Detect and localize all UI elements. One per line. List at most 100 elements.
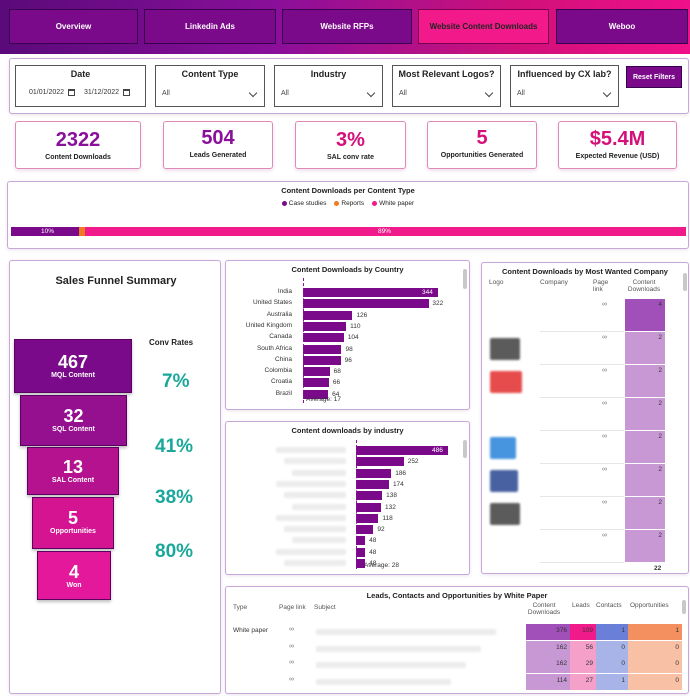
country-bar[interactable] bbox=[303, 355, 341, 365]
bar-segment-reports[interactable] bbox=[78, 227, 86, 236]
col-header-leads[interactable]: Leads bbox=[572, 602, 590, 609]
tab-website-rfps[interactable]: Website RFPs bbox=[282, 9, 412, 44]
col-header-logo[interactable]: Logo bbox=[489, 279, 504, 286]
link-icon[interactable]: ∞ bbox=[602, 400, 607, 407]
industry-value: 486 bbox=[432, 447, 443, 454]
link-icon[interactable]: ∞ bbox=[602, 433, 607, 440]
funnel-stage-sal[interactable]: 13 SAL Content bbox=[27, 447, 119, 495]
country-bar[interactable] bbox=[303, 321, 347, 331]
chevron-down-icon[interactable] bbox=[366, 88, 376, 98]
col-header-subject[interactable]: Subject bbox=[314, 604, 336, 611]
calendar-icon[interactable] bbox=[123, 89, 130, 96]
link-icon[interactable]: ∞ bbox=[602, 301, 607, 308]
country-bar[interactable] bbox=[303, 389, 329, 399]
country-label: China bbox=[275, 355, 292, 363]
scrollbar[interactable] bbox=[683, 273, 687, 291]
country-value: 96 bbox=[344, 356, 352, 364]
bar-segment-white-paper[interactable] bbox=[85, 227, 686, 236]
chevron-down-icon[interactable] bbox=[484, 88, 494, 98]
date-from-input[interactable]: 01/01/2022 bbox=[29, 89, 65, 96]
industry-filter[interactable]: Industry All bbox=[274, 65, 383, 107]
industry-bar[interactable] bbox=[356, 525, 374, 535]
country-bar[interactable] bbox=[303, 367, 330, 377]
bar-segment-case-studies[interactable] bbox=[11, 227, 79, 236]
scrollbar[interactable] bbox=[463, 440, 467, 458]
logos-select[interactable]: All bbox=[399, 90, 407, 97]
funnel-stage-mql[interactable]: 467 MQL Content bbox=[14, 339, 132, 393]
industry-select[interactable]: All bbox=[281, 90, 289, 97]
link-icon[interactable]: ∞ bbox=[602, 367, 607, 374]
link-icon[interactable]: ∞ bbox=[602, 499, 607, 506]
industry-label-redacted bbox=[292, 537, 346, 544]
industry-bar[interactable] bbox=[356, 502, 381, 512]
link-icon[interactable]: ∞ bbox=[289, 659, 294, 666]
scrollbar[interactable] bbox=[682, 600, 686, 614]
link-icon[interactable]: ∞ bbox=[602, 334, 607, 341]
bar-label-case-studies: 10% bbox=[41, 228, 55, 235]
company-logo bbox=[490, 338, 520, 360]
country-bar[interactable] bbox=[303, 288, 438, 297]
industry-bar[interactable] bbox=[356, 513, 379, 523]
col-header-content-downloads[interactable]: Content Downloads bbox=[527, 602, 561, 616]
col-header-content-downloads[interactable]: Content Downloads bbox=[627, 279, 661, 293]
industry-bar[interactable] bbox=[356, 468, 392, 478]
opportunities-cell: 0 bbox=[628, 673, 682, 690]
funnel-value: 467 bbox=[57, 352, 89, 372]
country-bar[interactable] bbox=[303, 344, 342, 354]
white-paper-table: Leads, Contacts and Opportunities by Whi… bbox=[225, 586, 689, 694]
date-to-input[interactable]: 31/12/2022 bbox=[84, 89, 120, 96]
industry-bar[interactable] bbox=[356, 536, 366, 546]
table-total: 22 bbox=[654, 565, 662, 572]
industry-value: 174 bbox=[392, 480, 404, 488]
legend-item-white-paper[interactable]: White paper bbox=[372, 200, 414, 207]
col-header-page-link[interactable]: Page link bbox=[279, 604, 306, 611]
industry-bar[interactable] bbox=[356, 457, 404, 467]
col-header-opportunities[interactable]: Opportunities bbox=[630, 602, 669, 609]
funnel-stage-won[interactable]: 4 Won bbox=[37, 551, 111, 600]
industry-bar[interactable] bbox=[356, 479, 389, 489]
kpi-value: 504 bbox=[201, 127, 235, 149]
country-bar[interactable] bbox=[303, 333, 344, 343]
col-header-type[interactable]: Type bbox=[233, 604, 248, 611]
link-icon[interactable]: ∞ bbox=[289, 642, 294, 650]
link-icon[interactable]: ∞ bbox=[289, 626, 294, 633]
legend-item-case-studies[interactable]: Case studies bbox=[281, 200, 326, 207]
tab-linkedin-ads[interactable]: Linkedin Ads bbox=[144, 9, 276, 44]
country-bar[interactable] bbox=[303, 299, 430, 309]
tab-website-content-downloads[interactable]: Website Content Downloads bbox=[418, 9, 549, 44]
content-type-select[interactable]: All bbox=[162, 90, 170, 97]
funnel-stage-opportunities[interactable]: 5 Opportunities bbox=[32, 497, 114, 549]
scrollbar[interactable] bbox=[463, 269, 467, 289]
country-bar[interactable] bbox=[303, 378, 329, 388]
conv-rates-title: Conv Rates bbox=[149, 338, 194, 347]
cx-lab-select[interactable]: All bbox=[517, 90, 525, 97]
col-header-contacts[interactable]: Contacts bbox=[596, 602, 622, 609]
average-label: Average: 17 bbox=[306, 396, 341, 403]
funnel-stage-sql[interactable]: 32 SQL Content bbox=[20, 395, 127, 446]
tab-weboo[interactable]: Weboo bbox=[556, 9, 688, 44]
logos-filter[interactable]: Most Relevant Logos? All bbox=[392, 65, 501, 107]
chevron-down-icon[interactable] bbox=[602, 88, 612, 98]
col-header-page-link[interactable]: Page link bbox=[593, 279, 609, 293]
col-header-company[interactable]: Company bbox=[540, 279, 568, 286]
row-divider bbox=[540, 397, 624, 398]
industry-bar[interactable] bbox=[356, 491, 383, 501]
reset-filters-button[interactable]: Reset Filters bbox=[626, 66, 682, 88]
tab-overview[interactable]: Overview bbox=[9, 9, 138, 44]
link-icon[interactable]: ∞ bbox=[602, 466, 607, 473]
content-type-filter[interactable]: Content Type All bbox=[155, 65, 265, 107]
link-icon[interactable]: ∞ bbox=[602, 532, 607, 539]
country-label: India bbox=[277, 288, 292, 295]
leads-cell: 56 bbox=[570, 640, 596, 657]
calendar-icon[interactable] bbox=[68, 89, 75, 96]
legend-item-reports[interactable]: Reports bbox=[334, 200, 364, 207]
cx-lab-filter[interactable]: Influenced by CX lab? All bbox=[510, 65, 619, 107]
industry-bar[interactable] bbox=[356, 559, 366, 568]
industry-bar[interactable] bbox=[356, 446, 448, 455]
industry-bar[interactable] bbox=[356, 547, 366, 557]
conv-rate-opp-won: 80% bbox=[155, 541, 194, 562]
industry-value: 132 bbox=[384, 503, 396, 511]
chevron-down-icon[interactable] bbox=[248, 88, 258, 98]
country-bar[interactable] bbox=[303, 310, 353, 320]
link-icon[interactable]: ∞ bbox=[289, 675, 294, 683]
